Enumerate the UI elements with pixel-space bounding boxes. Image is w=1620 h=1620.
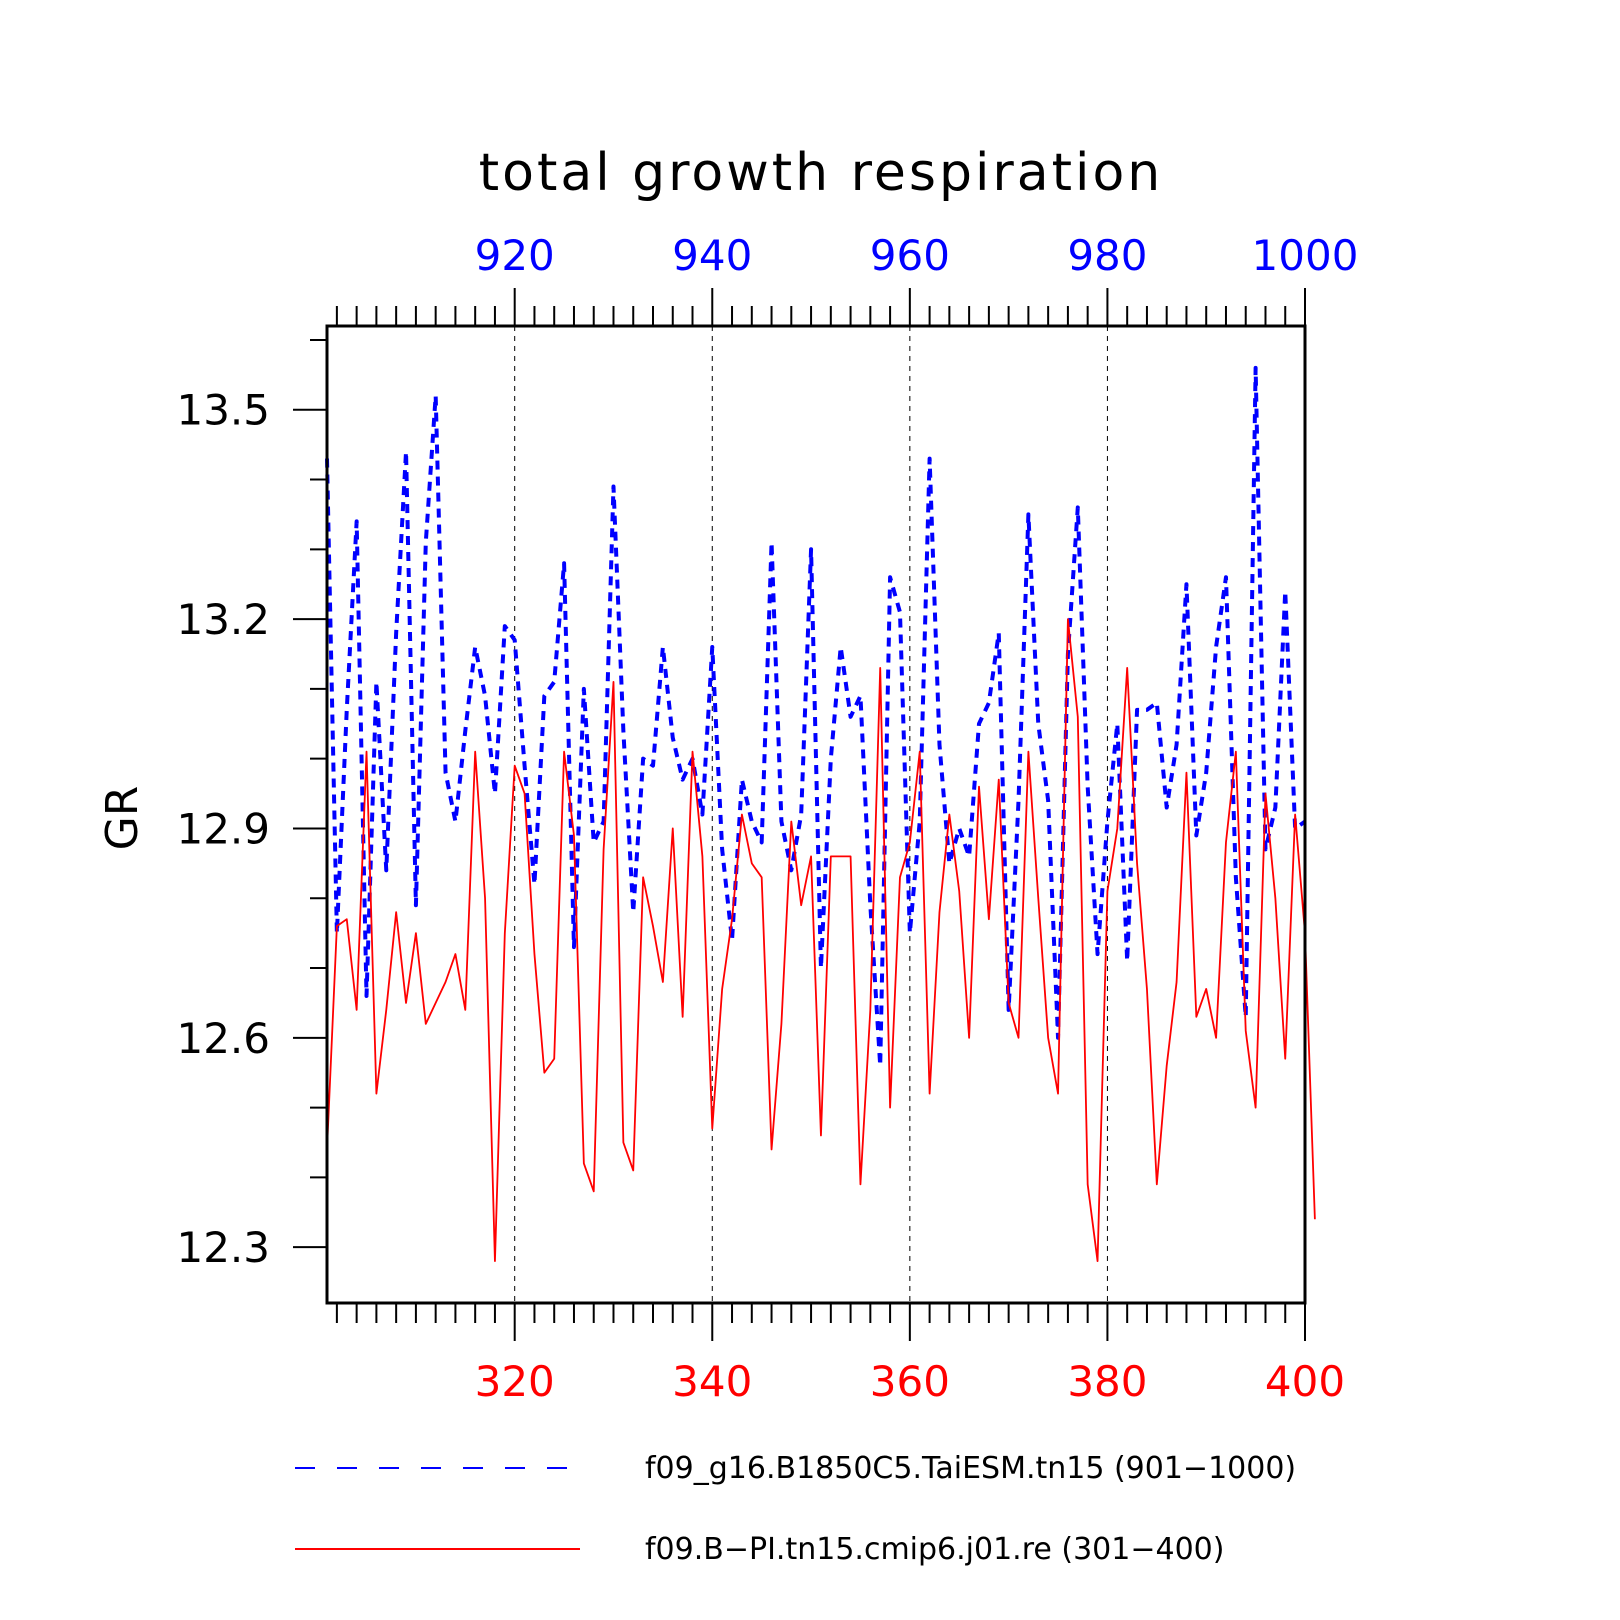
x-top-tick-label: 980 xyxy=(1067,231,1147,280)
series-layer xyxy=(325,365,1316,1263)
x-bottom-tick-label: 360 xyxy=(870,1357,950,1406)
x-top-tick-label: 920 xyxy=(475,231,555,280)
x-top-tick-label: 940 xyxy=(672,231,752,280)
tick-marks xyxy=(293,288,1306,1341)
x-top-tick-label: 1000 xyxy=(1252,231,1359,280)
y-tick-label: 12.6 xyxy=(176,1014,270,1063)
legend-label-series-1: f09_g16.B1850C5.TaiESM.tn15 (901−1000) xyxy=(645,1451,1296,1486)
y-tick-label: 13.5 xyxy=(176,386,270,435)
y-tick-label: 12.3 xyxy=(176,1223,270,1272)
series-line-1 xyxy=(325,365,1307,1068)
x-bottom-tick-label: 340 xyxy=(672,1357,752,1406)
legend-label-series-2: f09.B−PI.tn15.cmip6.j01.re (301−400) xyxy=(645,1532,1224,1567)
plot-frame xyxy=(325,324,1307,1305)
y-tick-label: 13.2 xyxy=(176,595,270,644)
x-bottom-tick-label: 400 xyxy=(1265,1357,1345,1406)
x-bottom-tick-label: 320 xyxy=(475,1357,555,1406)
legend: f09_g16.B1850C5.TaiESM.tn15 (901−1000) f… xyxy=(295,1451,1296,1567)
y-tick-label: 12.9 xyxy=(176,804,270,853)
series-line-2 xyxy=(326,618,1316,1263)
tick-labels: 12.3 12.6 12.9 13.2 13.5 320 340 360 380 400 920 94… xyxy=(176,231,1358,1406)
grid-lines xyxy=(514,326,1108,1303)
x-bottom-tick-label: 380 xyxy=(1067,1357,1147,1406)
x-top-tick-label: 960 xyxy=(870,231,950,280)
y-axis-label: GR xyxy=(97,786,148,851)
chart-title: total growth respiration xyxy=(479,143,1164,203)
